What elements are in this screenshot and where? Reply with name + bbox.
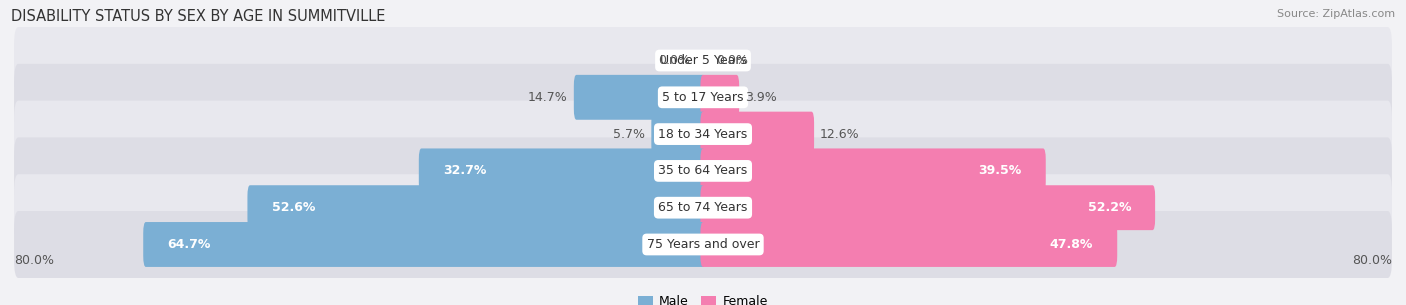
Text: 14.7%: 14.7% [529,91,568,104]
FancyBboxPatch shape [14,64,1392,131]
FancyBboxPatch shape [247,185,706,230]
FancyBboxPatch shape [700,75,740,120]
Text: 18 to 34 Years: 18 to 34 Years [658,127,748,141]
FancyBboxPatch shape [574,75,706,120]
FancyBboxPatch shape [14,27,1392,94]
Text: 0.0%: 0.0% [716,54,748,67]
FancyBboxPatch shape [651,112,706,156]
Text: Source: ZipAtlas.com: Source: ZipAtlas.com [1277,9,1395,19]
FancyBboxPatch shape [700,185,1156,230]
Text: 12.6%: 12.6% [820,127,859,141]
FancyBboxPatch shape [143,222,706,267]
Text: 80.0%: 80.0% [14,254,53,267]
Text: 5.7%: 5.7% [613,127,645,141]
Text: 52.2%: 52.2% [1087,201,1130,214]
Text: 64.7%: 64.7% [167,238,211,251]
Text: Under 5 Years: Under 5 Years [659,54,747,67]
Text: 52.6%: 52.6% [271,201,315,214]
Text: 39.5%: 39.5% [979,164,1022,178]
Text: 0.0%: 0.0% [658,54,690,67]
Text: 80.0%: 80.0% [1353,254,1392,267]
Legend: Male, Female: Male, Female [633,290,773,305]
Text: DISABILITY STATUS BY SEX BY AGE IN SUMMITVILLE: DISABILITY STATUS BY SEX BY AGE IN SUMMI… [11,9,385,24]
FancyBboxPatch shape [14,174,1392,241]
Text: 75 Years and over: 75 Years and over [647,238,759,251]
Text: 5 to 17 Years: 5 to 17 Years [662,91,744,104]
FancyBboxPatch shape [700,149,1046,193]
Text: 65 to 74 Years: 65 to 74 Years [658,201,748,214]
FancyBboxPatch shape [700,112,814,156]
FancyBboxPatch shape [419,149,706,193]
Text: 3.9%: 3.9% [745,91,778,104]
Text: 47.8%: 47.8% [1050,238,1092,251]
Text: 35 to 64 Years: 35 to 64 Years [658,164,748,178]
FancyBboxPatch shape [14,138,1392,204]
Text: 32.7%: 32.7% [443,164,486,178]
FancyBboxPatch shape [700,222,1118,267]
FancyBboxPatch shape [14,211,1392,278]
FancyBboxPatch shape [14,101,1392,167]
